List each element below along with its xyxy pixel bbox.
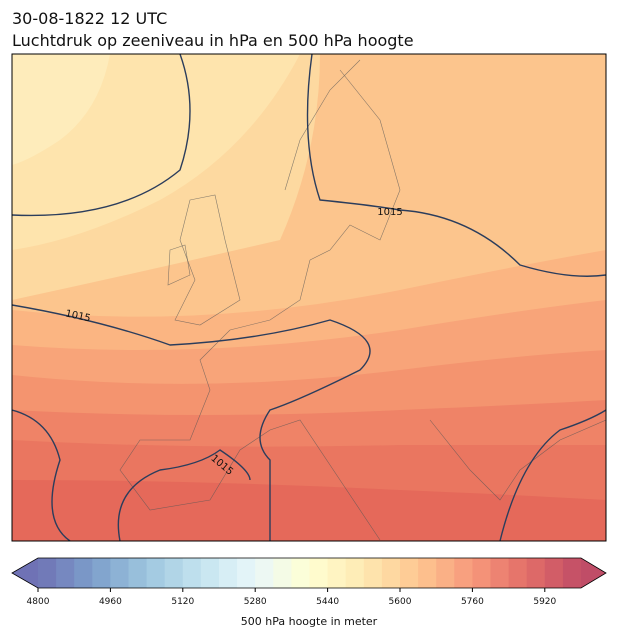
colorbar-tick-label: 5600	[389, 597, 412, 607]
colorbar-segment	[255, 558, 274, 588]
colorbar-segment	[309, 558, 329, 588]
colorbar-segment	[182, 558, 202, 588]
colorbar-label: 500 hPa hoogte in meter	[241, 615, 378, 628]
colorbar-segment	[74, 558, 93, 588]
colorbar-segment	[164, 558, 184, 588]
colorbar-segment	[562, 558, 582, 588]
colorbar-tick-label: 5440	[316, 597, 339, 607]
colorbar-segment	[327, 558, 347, 588]
colorbar-tick-label: 4800	[27, 597, 50, 607]
colorbar-extend-high	[581, 558, 606, 588]
colorbar-tick-label: 5120	[171, 597, 194, 607]
colorbar-outline	[11, 557, 607, 589]
colorbar-segment	[92, 558, 111, 588]
colorbar-segment	[454, 558, 473, 588]
colorbar-segment	[110, 558, 129, 588]
map	[12, 54, 606, 541]
title: Luchtdruk op zeeniveau in hPa en 500 hPa…	[12, 31, 414, 50]
colorbar-segment	[418, 558, 437, 588]
colorbar-segment	[363, 558, 383, 588]
colorbar-segment	[146, 558, 166, 588]
colorbar-segment	[273, 558, 292, 588]
colorbar-segment	[381, 558, 401, 588]
colorbar-segment	[508, 558, 528, 588]
colorbar-segment	[345, 558, 365, 588]
colorbar-segment	[237, 558, 256, 588]
map-frame	[11, 53, 607, 542]
colorbar-tick-label: 5920	[533, 597, 556, 607]
colorbar-segment	[490, 558, 510, 588]
colorbar-segment	[291, 558, 310, 588]
colorbar-segment	[128, 558, 148, 588]
colorbar-segment	[200, 558, 220, 588]
colorbar-segment	[436, 558, 455, 588]
colorbar-segment	[544, 558, 564, 588]
colorbar-segment	[472, 558, 491, 588]
colorbar-extend-low	[12, 558, 38, 588]
contour-label: 1015	[64, 308, 91, 324]
colorbar-segment	[38, 558, 57, 588]
colorbar-tick-label: 5280	[244, 597, 267, 607]
colorbar-segment	[526, 558, 546, 588]
colorbar-segment	[400, 558, 419, 588]
contour-label: 1015	[377, 207, 402, 218]
date-label: 30-08-1822 12 UTC	[12, 9, 167, 28]
colorbar-segment	[219, 558, 238, 588]
colorbar-segment	[56, 558, 75, 588]
colorbar-tick-label: 5760	[461, 597, 484, 607]
colorbar-tick-label: 4960	[99, 597, 122, 607]
